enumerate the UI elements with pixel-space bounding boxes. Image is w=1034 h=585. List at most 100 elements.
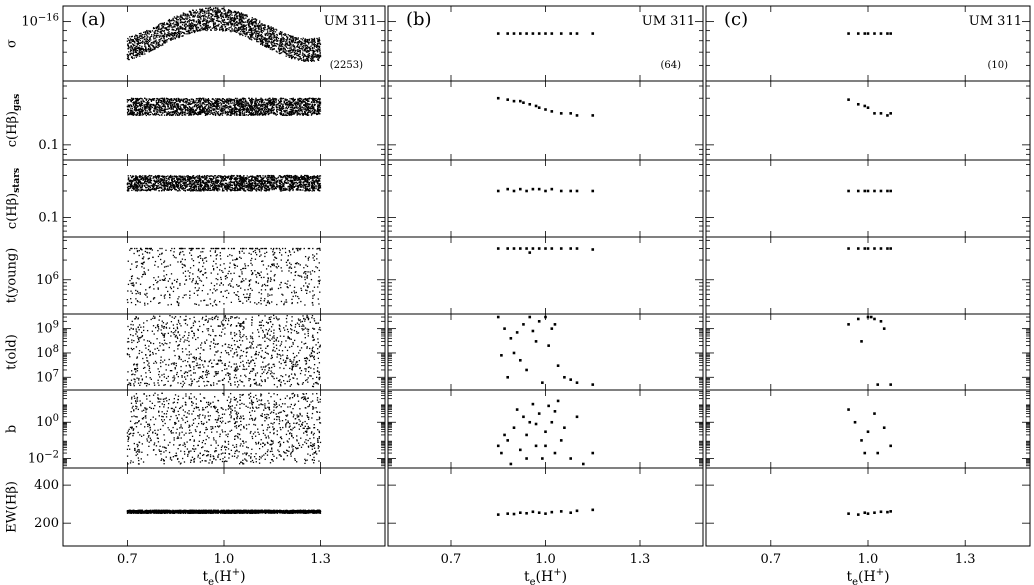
data-point xyxy=(192,112,195,114)
data-point xyxy=(220,175,222,177)
data-point xyxy=(149,189,152,192)
data-point xyxy=(129,448,131,450)
data-point xyxy=(269,277,272,279)
data-point xyxy=(178,357,181,359)
data-point xyxy=(318,109,321,111)
data-point xyxy=(217,108,219,110)
data-point xyxy=(158,384,160,386)
data-point xyxy=(147,186,149,188)
data-point xyxy=(201,247,203,250)
data-point xyxy=(135,282,137,284)
data-point xyxy=(253,369,255,371)
data-point xyxy=(260,43,262,46)
data-point xyxy=(145,247,147,250)
data-point xyxy=(284,282,286,284)
data-point xyxy=(140,375,142,377)
data-point xyxy=(220,26,223,28)
data-point xyxy=(226,190,228,192)
data-point xyxy=(264,184,266,187)
data-point xyxy=(309,437,311,440)
data-points xyxy=(126,6,892,516)
data-point xyxy=(204,443,206,445)
data-point xyxy=(249,32,251,34)
data-point xyxy=(231,14,233,16)
data-point xyxy=(266,345,269,348)
data-point xyxy=(218,334,221,337)
data-point xyxy=(130,42,132,44)
data-point xyxy=(229,185,231,187)
data-point xyxy=(132,48,134,50)
data-point xyxy=(236,414,238,416)
data-point xyxy=(304,106,306,108)
data-point xyxy=(206,339,208,341)
data-point xyxy=(129,106,131,108)
data-point xyxy=(306,106,308,108)
data-point xyxy=(165,363,167,366)
data-point xyxy=(302,329,304,331)
data-point xyxy=(136,370,139,372)
data-point xyxy=(227,323,229,325)
data-point xyxy=(273,403,275,406)
data-point xyxy=(143,322,145,324)
data-point xyxy=(178,302,180,304)
data-point xyxy=(137,408,139,411)
data-point xyxy=(136,47,139,50)
data-point xyxy=(319,100,321,102)
data-point xyxy=(133,363,135,365)
data-point xyxy=(196,24,198,26)
data-point xyxy=(133,111,135,114)
data-point xyxy=(126,99,129,101)
data-point xyxy=(240,247,242,250)
data-point xyxy=(247,288,249,291)
data-point xyxy=(278,104,280,107)
data-point xyxy=(181,185,183,187)
data-point xyxy=(299,414,301,416)
data-point xyxy=(221,431,224,433)
data-point xyxy=(152,298,155,300)
data-point xyxy=(301,101,304,103)
data-point xyxy=(303,396,305,398)
data-point xyxy=(167,304,169,306)
data-point xyxy=(270,326,273,328)
data-point xyxy=(209,298,211,300)
data-point xyxy=(160,253,163,255)
data-point xyxy=(224,422,227,424)
data-point xyxy=(232,189,234,191)
data-point xyxy=(185,348,187,350)
data-point xyxy=(190,19,193,22)
data-point xyxy=(306,98,308,100)
data-point xyxy=(248,26,250,28)
data-point xyxy=(217,273,219,275)
data-point xyxy=(188,24,190,26)
data-point xyxy=(179,247,182,250)
data-point xyxy=(267,108,270,111)
data-point xyxy=(192,402,194,404)
data-point xyxy=(317,106,320,108)
data-point xyxy=(312,453,314,455)
data-point xyxy=(219,185,221,187)
data-point xyxy=(269,289,272,291)
data-point xyxy=(249,38,251,40)
data-point xyxy=(176,181,179,183)
data-point xyxy=(300,247,302,250)
data-point xyxy=(317,105,319,107)
data-point xyxy=(213,99,216,101)
data-point xyxy=(216,107,218,109)
data-point xyxy=(197,29,199,32)
data-point xyxy=(249,107,252,109)
data-point xyxy=(190,98,192,100)
data-point xyxy=(281,437,283,440)
data-point xyxy=(267,33,269,35)
data-point xyxy=(173,327,175,330)
data-point xyxy=(201,105,203,107)
data-point xyxy=(152,317,154,320)
data-point xyxy=(150,182,152,184)
data-point xyxy=(152,104,155,107)
data-point xyxy=(247,359,249,362)
data-point xyxy=(133,104,135,106)
data-point xyxy=(210,512,213,514)
panel-frame-0-2 xyxy=(62,159,386,238)
data-point xyxy=(228,21,230,23)
data-point xyxy=(219,98,221,100)
data-point xyxy=(232,356,234,358)
